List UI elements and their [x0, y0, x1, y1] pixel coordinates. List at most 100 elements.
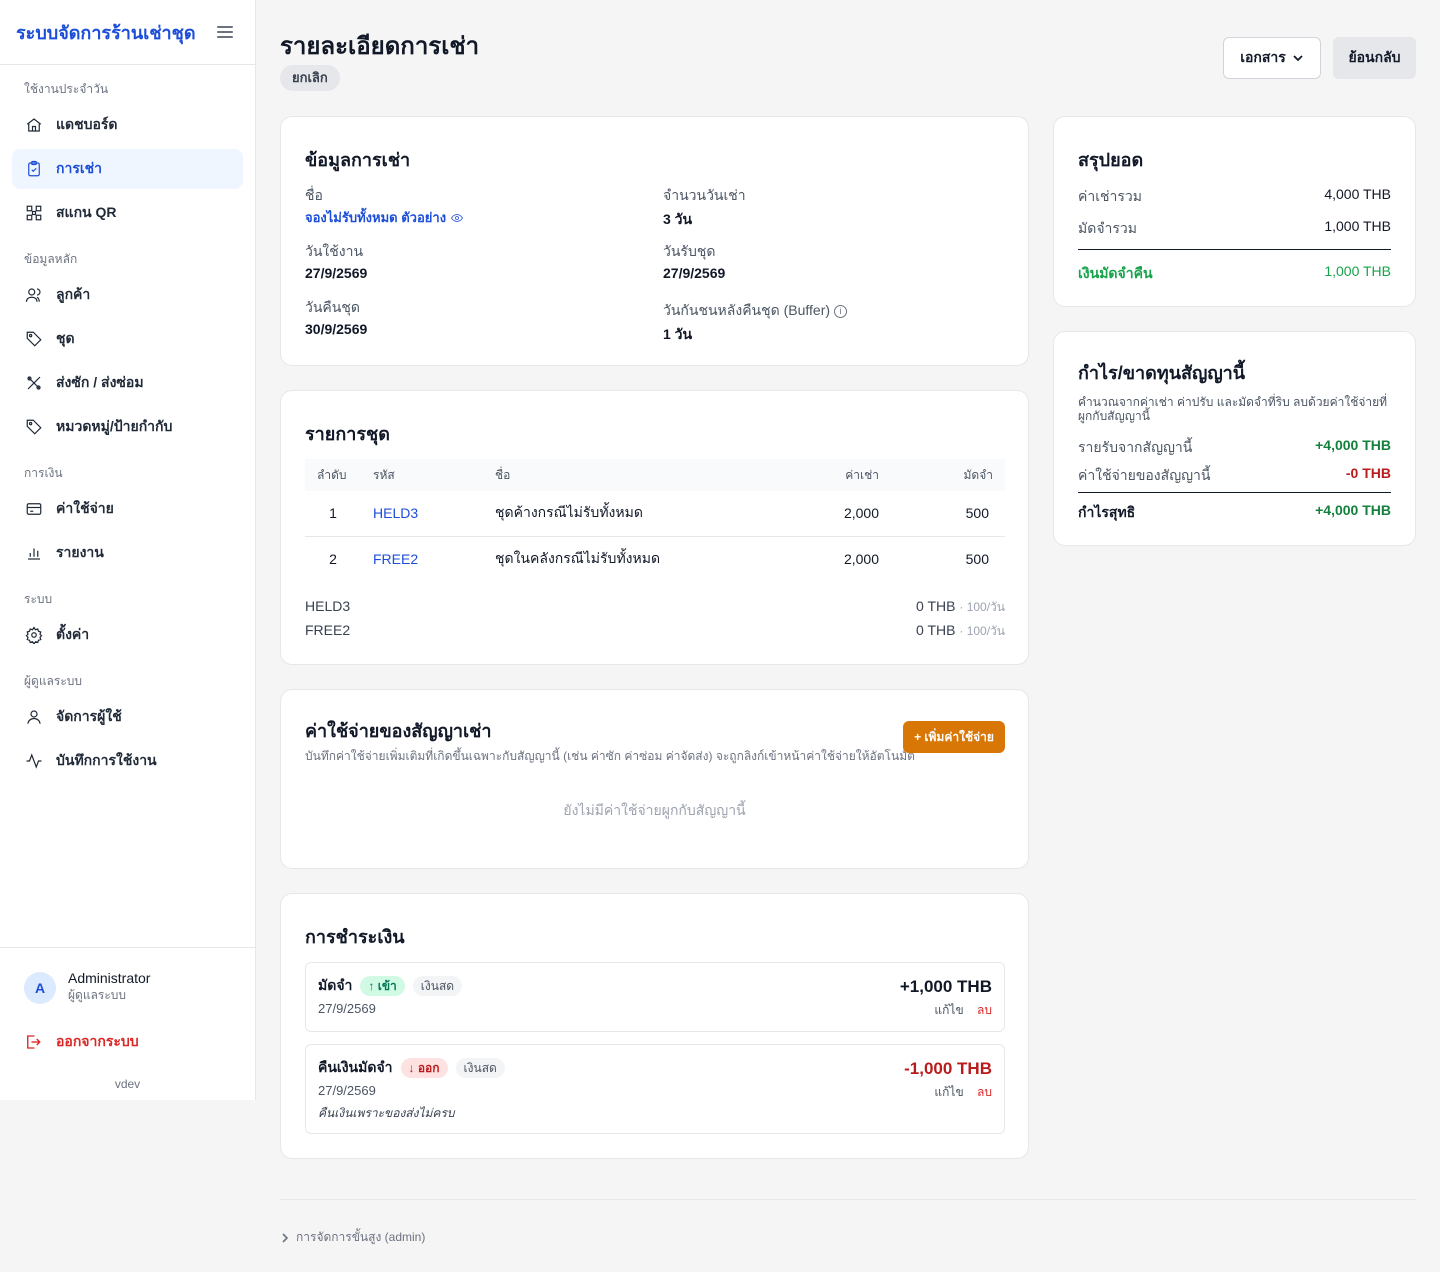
field-pickup-date: วันรับชุด 27/9/2569 [663, 241, 725, 281]
card-icon [24, 499, 44, 519]
direction-in-badge: ↑ เข้า [360, 976, 405, 996]
empty-state: ยังไม่มีค่าใช้จ่ายผูกกับสัญญานี้ [563, 802, 746, 818]
sidebar-item-label: ตั้งค่า [56, 626, 90, 642]
field-name: ชื่อ จองไม่รับทั้งหมด ตัวอย่าง [305, 185, 464, 228]
sidebar-item-costumes[interactable]: ชุด [12, 319, 243, 359]
documents-dropdown-button[interactable]: เอกสาร [1223, 37, 1321, 79]
profit-title: กำไร/ขาดทุนสัญญานี้ [1078, 363, 1246, 383]
fee-code: FREE2 [305, 622, 351, 638]
items-table: ลำดับ รหัส ชื่อ ค่าเช่า มัดจำ 1 HELD3 ชุ… [305, 459, 1005, 581]
field-use-date: วันใช้งาน 27/9/2569 [305, 241, 367, 281]
sidebar-item-label: สแกน QR [56, 204, 117, 220]
sidebar-item-label: ชุด [56, 330, 75, 346]
fee-rate: · 100/วัน [959, 624, 1005, 638]
user-profile[interactable]: A Administrator ผู้ดูแลระบบ [24, 970, 231, 1005]
summary-card: สรุปยอด ค่าเช่ารวม 4,000 THB มัดจำรวม 1,… [1053, 116, 1416, 307]
sidebar-item-label: จัดการผู้ใช้ [56, 708, 122, 724]
profit-value: +4,000 THB [1315, 502, 1391, 518]
fee-amount: 0 THB [916, 598, 956, 614]
summary-label: มัดจำรวม [1078, 220, 1137, 236]
payment-type: มัดจำ [318, 977, 353, 993]
payment-method-badge: เงินสด [412, 976, 463, 996]
summary-title: สรุปยอด [1078, 150, 1144, 170]
sidebar-item-laundry[interactable]: ส่งซัก / ส่งซ่อม [12, 363, 243, 403]
sidebar-item-activity-log[interactable]: บันทึกการใช้งาน [12, 741, 243, 781]
field-label: ชื่อ [305, 187, 323, 203]
payment-note: คืนเงินเพราะของส่งไม่ครบ [318, 1106, 455, 1120]
footer-divider [280, 1199, 1416, 1200]
table-row: 2 FREE2 ชุดในคลังกรณีไม่รับทั้งหมด 2,000… [305, 536, 1005, 581]
logout-button[interactable]: ออกจากระบบ [24, 1031, 231, 1053]
sidebar-item-categories[interactable]: หมวดหมู่/ป้ายกำกับ [12, 407, 243, 447]
advanced-admin-toggle[interactable]: การจัดการขั้นสูง (admin) [280, 1228, 425, 1247]
field-value: 30/9/2569 [305, 321, 368, 337]
direction-out-badge: ↓ ออก [400, 1058, 448, 1078]
clipboard-icon [24, 159, 44, 179]
summary-label: เงินมัดจำคืน [1078, 265, 1153, 281]
field-value: 1 วัน [663, 326, 693, 342]
summary-deposit-row: มัดจำรวม 1,000 THB [1078, 218, 1391, 240]
sidebar-item-label: ลูกค้า [56, 286, 91, 302]
rental-info-card: ข้อมูลการเช่า ชื่อ จองไม่รับทั้งหมด ตัวอ… [280, 116, 1029, 366]
sidebar: ระบบจัดการร้านเช่าชุด ใช้งานประจำวัน แดช… [0, 0, 256, 1100]
sidebar-item-customers[interactable]: ลูกค้า [12, 275, 243, 315]
cell-name: ชุดค้างกรณีไม่รับทั้งหมด [483, 491, 781, 537]
sidebar-item-expenses[interactable]: ค่าใช้จ่าย [12, 489, 243, 529]
profit-label: กำไรสุทธิ [1078, 504, 1136, 520]
chevron-right-icon [282, 1232, 289, 1243]
menu-toggle-icon[interactable] [217, 26, 233, 38]
info-icon[interactable]: i [834, 304, 848, 318]
app-brand[interactable]: ระบบจัดการร้านเช่าชุด [16, 22, 196, 43]
sidebar-item-label: ส่งซัก / ส่งซ่อม [56, 374, 144, 390]
sidebar-item-scan-qr[interactable]: สแกน QR [12, 193, 243, 233]
payments-title: การชำระเงิน [305, 927, 405, 947]
page-title: รายละเอียดการเช่า [280, 33, 480, 60]
costume-code-link[interactable]: FREE2 [373, 550, 419, 567]
col-deposit: มัดจำ [891, 459, 1005, 491]
sidebar-item-label: การเช่า [56, 160, 103, 176]
edit-payment-button[interactable]: แก้ไข [934, 1085, 964, 1099]
payment-item: คืนเงินมัดจำ ↓ ออก เงินสด 27/9/2569 คืนเ… [305, 1044, 1005, 1134]
field-value: 27/9/2569 [305, 265, 368, 281]
sidebar-item-dashboard[interactable]: แดชบอร์ด [12, 105, 243, 145]
sidebar-footer: A Administrator ผู้ดูแลระบบ ออกจากระบบ v… [0, 947, 255, 1091]
profit-label: ค่าใช้จ่ายของสัญญานี้ [1078, 467, 1211, 483]
back-button[interactable]: ย้อนกลับ [1333, 37, 1416, 79]
advanced-label: การจัดการขั้นสูง (admin) [296, 1230, 426, 1244]
fee-code: HELD3 [305, 598, 351, 614]
sidebar-header: ระบบจัดการร้านเช่าชุด [0, 0, 255, 65]
table-row: 1 HELD3 ชุดค้างกรณีไม่รับทั้งหมด 2,000 5… [305, 491, 1005, 537]
cell-deposit: 500 [891, 491, 1005, 537]
field-label: วันใช้งาน [305, 243, 364, 259]
field-value: 3 วัน [663, 211, 693, 227]
profit-income-row: รายรับจากสัญญานี้ +4,000 THB [1078, 437, 1391, 459]
sidebar-group-system: ระบบ [24, 592, 53, 606]
summary-value: 1,000 THB [1324, 218, 1391, 234]
sidebar-item-reports[interactable]: รายงาน [12, 533, 243, 573]
edit-payment-button[interactable]: แก้ไข [934, 1003, 964, 1017]
tools-icon [24, 373, 44, 393]
fee-amount: 0 THB [916, 622, 956, 638]
col-no: ลำดับ [305, 459, 361, 491]
sidebar-item-settings[interactable]: ตั้งค่า [12, 615, 243, 655]
eye-icon [451, 213, 464, 222]
delete-payment-button[interactable]: ลบ [977, 1085, 992, 1099]
user-name: Administrator [68, 970, 151, 986]
delete-payment-button[interactable]: ลบ [977, 1003, 992, 1017]
profit-expense-row: ค่าใช้จ่ายของสัญญานี้ -0 THB [1078, 465, 1391, 487]
customer-name-link[interactable]: จองไม่รับทั้งหมด ตัวอย่าง [305, 207, 464, 228]
profit-label: รายรับจากสัญญานี้ [1078, 439, 1193, 455]
sidebar-group-master: ข้อมูลหลัก [24, 252, 78, 266]
sidebar-item-rentals[interactable]: การเช่า [12, 149, 243, 189]
sidebar-item-user-management[interactable]: จัดการผู้ใช้ [12, 697, 243, 737]
sidebar-group-finance: การเงิน [24, 466, 63, 480]
chevron-down-icon [1293, 55, 1303, 62]
col-rent: ค่าเช่า [781, 459, 891, 491]
profit-card: กำไร/ขาดทุนสัญญานี้ คำนวณจากค่าเช่า ค่าป… [1053, 331, 1416, 546]
add-expense-button[interactable]: + เพิ่มค่าใช้จ่าย [903, 721, 1005, 753]
field-label: จำนวนวันเช่า [663, 187, 746, 203]
summary-label: ค่าเช่ารวม [1078, 188, 1142, 204]
logout-label: ออกจากระบบ [56, 1033, 139, 1049]
avatar: A [24, 971, 56, 1004]
costume-code-link[interactable]: HELD3 [373, 505, 419, 522]
